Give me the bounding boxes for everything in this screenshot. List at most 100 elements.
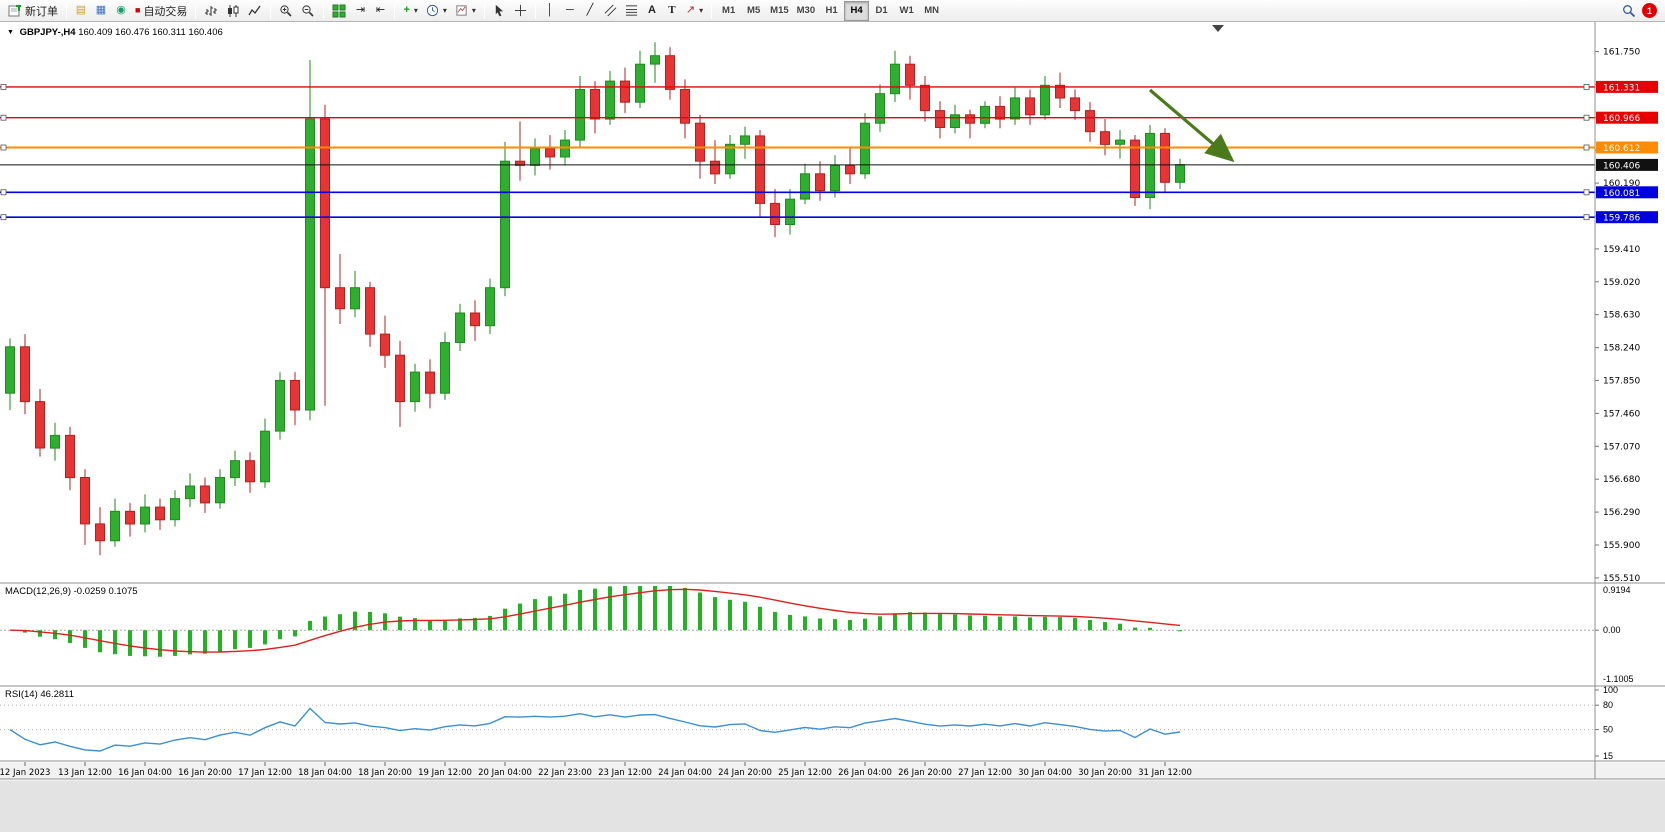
line-chart-icon: [248, 5, 261, 15]
periods-button[interactable]: ▾: [422, 1, 451, 21]
macd-signal-line: [9, 588, 1181, 653]
svg-text:30 Jan 20:00: 30 Jan 20:00: [1078, 768, 1132, 778]
main-toolbar: 新订单 ▤ ▦ ◉ ■ 自动交易: [0, 0, 1665, 22]
time-axis[interactable]: 12 Jan 2023 13 Jan 12:00 16 Jan 04:00 16 Ja…: [0, 762, 1192, 778]
chart-title: ▼ GBPJPY-,H4 160.409 160.476 160.311 160…: [7, 27, 223, 38]
toolbar-separator: [323, 2, 325, 19]
dropdown-caret-icon: ▾: [699, 6, 704, 15]
timeframe-m30-button[interactable]: M30: [793, 1, 819, 21]
zoom-in-button[interactable]: [275, 1, 297, 21]
timeframe-m5-button[interactable]: M5: [741, 1, 766, 21]
label-tool-icon: T: [668, 4, 676, 16]
toolbar-separator: [270, 2, 272, 19]
timeframe-m1-button[interactable]: M1: [716, 1, 741, 21]
cursor-button[interactable]: [489, 1, 510, 21]
svg-text:161.750: 161.750: [1603, 48, 1640, 58]
svg-text:18 Jan 20:00: 18 Jan 20:00: [358, 768, 412, 778]
svg-text:158.240: 158.240: [1603, 344, 1640, 354]
autotrading-label: 自动交易: [143, 5, 188, 18]
rsi-indicator-label: RSI(14) 46.2811: [5, 689, 74, 700]
chart-canvas[interactable]: 161.750161.360160.970160.580160.190159.8…: [0, 22, 1665, 832]
svg-text:100: 100: [1603, 685, 1618, 695]
dropdown-caret-icon: ▾: [413, 6, 418, 15]
indicators-plus-icon: +: [403, 4, 410, 16]
arrows-tool-icon: ↗: [685, 4, 696, 16]
svg-text:25 Jan 12:00: 25 Jan 12:00: [778, 768, 832, 778]
templates-icon: [456, 5, 467, 16]
trendline-icon: ╱: [586, 4, 594, 16]
crosshair-button[interactable]: [510, 1, 531, 21]
zoom-out-icon: [302, 4, 315, 17]
svg-text:159.410: 159.410: [1603, 245, 1640, 255]
bar-chart-button[interactable]: [200, 1, 222, 21]
notification-badge[interactable]: 1: [1642, 3, 1657, 18]
trendline-tool-button[interactable]: ╱: [580, 1, 600, 21]
autotrading-button[interactable]: ■ 自动交易: [131, 1, 191, 21]
new-order-icon: [8, 4, 21, 16]
svg-text:16 Jan 20:00: 16 Jan 20:00: [178, 768, 232, 778]
price-axis[interactable]: 161.750161.360160.970160.580160.190159.8…: [1595, 48, 1658, 584]
new-order-button[interactable]: 新订单: [4, 1, 62, 21]
templates-button[interactable]: ▾: [451, 1, 480, 21]
svg-text:156.680: 156.680: [1603, 475, 1640, 485]
cursor-icon: [495, 4, 504, 17]
timeframe-w1-button[interactable]: W1: [894, 1, 919, 21]
chart-window[interactable]: 161.750161.360160.970160.580160.190159.8…: [0, 22, 1665, 832]
svg-text:80: 80: [1603, 700, 1613, 710]
new-chart-icon: ▤: [75, 4, 87, 16]
svg-text:27 Jan 12:00: 27 Jan 12:00: [958, 768, 1012, 778]
candlestick-chart-icon: [228, 4, 239, 17]
svg-text:17 Jan 12:00: 17 Jan 12:00: [238, 768, 292, 778]
line-chart-button[interactable]: [244, 1, 266, 21]
new-chart-button[interactable]: ▤: [71, 1, 91, 21]
svg-text:31 Jan 12:00: 31 Jan 12:00: [1138, 768, 1192, 778]
text-tool-button[interactable]: A: [642, 1, 662, 21]
text-tool-icon: A: [647, 4, 656, 16]
rsi-value: 46.2811: [40, 689, 75, 700]
horizontal-line-tool-button[interactable]: ─: [560, 1, 580, 21]
candlestick-chart-button[interactable]: [222, 1, 244, 21]
horizontal-lines-layer[interactable]: [0, 84, 1595, 221]
svg-text:24 Jan 04:00: 24 Jan 04:00: [658, 768, 712, 778]
svg-text:24 Jan 20:00: 24 Jan 20:00: [718, 768, 772, 778]
label-tool-button[interactable]: T: [662, 1, 682, 21]
chart-shift-button[interactable]: ⇤: [370, 1, 390, 21]
toolbar-separator: [483, 2, 485, 19]
horizontal-line-icon: ─: [566, 4, 574, 16]
collapse-arrow-icon[interactable]: ▼: [7, 29, 14, 36]
svg-text:157.070: 157.070: [1603, 442, 1640, 452]
auto-scroll-button[interactable]: ⇥: [350, 1, 370, 21]
toolbar-separator: [711, 2, 713, 19]
indicators-button[interactable]: + ▾: [399, 1, 421, 21]
vertical-line-icon: │: [546, 4, 554, 16]
zoom-in-icon: [280, 4, 293, 17]
arrows-tool-button[interactable]: ↗ ▾: [682, 1, 707, 21]
vertical-line-tool-button[interactable]: │: [540, 1, 560, 21]
zoom-out-button[interactable]: [297, 1, 319, 21]
chart-symbol-label: GBPJPY-,H4: [19, 27, 76, 38]
profiles-icon: ▦: [95, 4, 107, 16]
search-button[interactable]: [1618, 1, 1640, 21]
timeframe-h1-button[interactable]: H1: [819, 1, 844, 21]
fibonacci-tool-button[interactable]: [621, 1, 642, 21]
timeframe-d1-button[interactable]: D1: [869, 1, 894, 21]
svg-text:157.850: 157.850: [1603, 377, 1640, 387]
svg-text:160.081: 160.081: [1603, 189, 1640, 199]
profiles-button[interactable]: ▦: [91, 1, 111, 21]
svg-text:12 Jan 2023: 12 Jan 2023: [0, 768, 50, 778]
timeframe-h4-button[interactable]: H4: [844, 0, 870, 21]
fibonacci-icon: [625, 5, 637, 16]
tile-windows-button[interactable]: [328, 1, 350, 21]
svg-text:156.290: 156.290: [1603, 508, 1640, 518]
svg-text:157.460: 157.460: [1603, 409, 1640, 419]
timeframe-mn-button[interactable]: MN: [919, 1, 944, 21]
channel-tool-button[interactable]: [600, 1, 621, 21]
crosshair-icon: [514, 4, 526, 17]
svg-text:159.020: 159.020: [1603, 278, 1640, 288]
chart-shift-icon: ⇤: [375, 4, 386, 16]
toolbar-separator: [66, 2, 67, 19]
timeframe-m15-button[interactable]: M15: [766, 1, 792, 21]
chart-shift-marker: [1212, 25, 1224, 32]
svg-text:160.612: 160.612: [1603, 144, 1640, 154]
navigator-button[interactable]: ◉: [111, 1, 131, 21]
